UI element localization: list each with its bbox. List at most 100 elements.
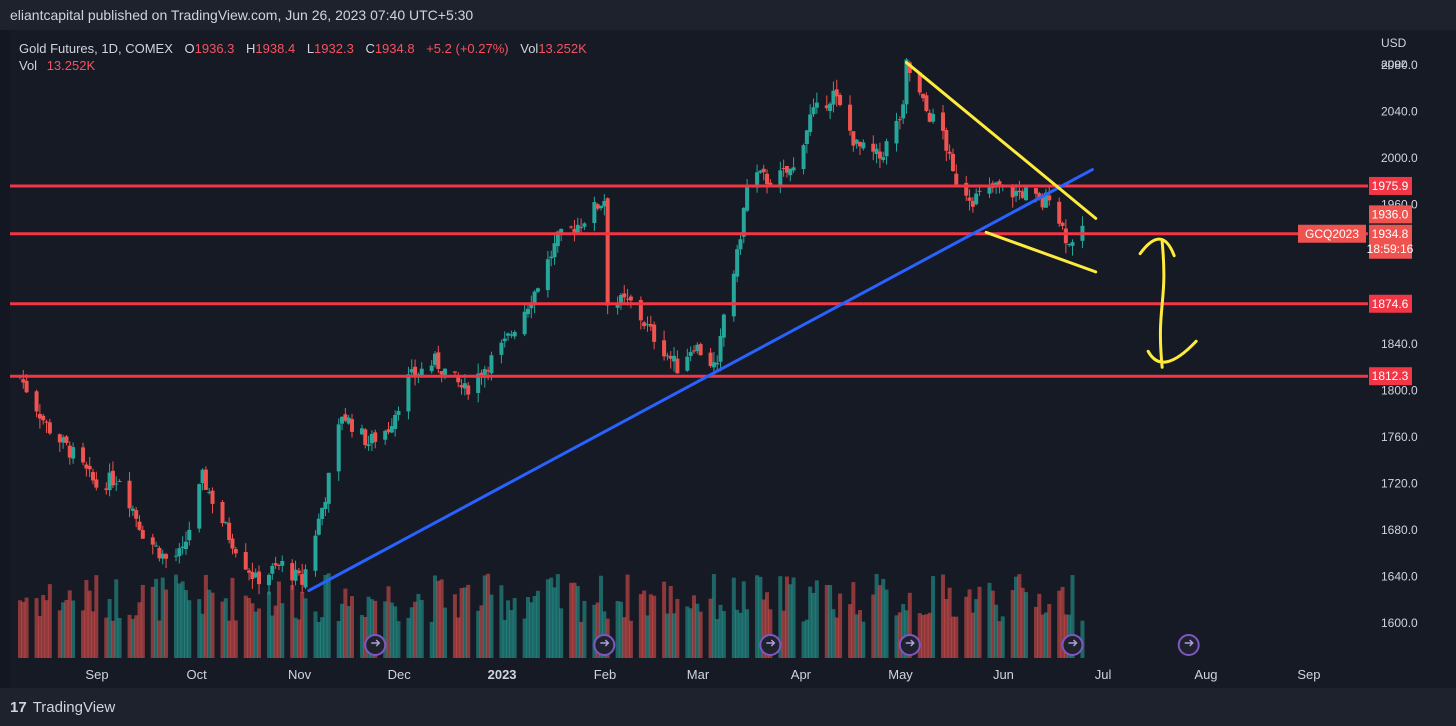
candle-body[interactable] bbox=[848, 104, 853, 131]
candle-body[interactable] bbox=[691, 350, 696, 352]
candle-body[interactable] bbox=[685, 356, 690, 371]
candle-body[interactable] bbox=[595, 204, 600, 209]
candle-body[interactable] bbox=[931, 113, 936, 122]
candle-body[interactable] bbox=[921, 93, 926, 99]
candle-body[interactable] bbox=[316, 518, 321, 535]
candle-body[interactable] bbox=[489, 355, 494, 374]
candle-body[interactable] bbox=[781, 168, 786, 170]
event-marker-icon[interactable] bbox=[1061, 634, 1084, 656]
candle-body[interactable] bbox=[672, 355, 677, 362]
candle-body[interactable] bbox=[157, 547, 162, 559]
candle-body[interactable] bbox=[877, 151, 882, 159]
candle-body[interactable] bbox=[459, 384, 464, 388]
candle-body[interactable] bbox=[967, 197, 972, 201]
candle-body[interactable] bbox=[532, 291, 537, 304]
candle-body[interactable] bbox=[555, 231, 560, 247]
candle-body[interactable] bbox=[599, 205, 604, 209]
candle-body[interactable] bbox=[884, 141, 889, 157]
candle-body[interactable] bbox=[210, 490, 215, 504]
candle-body[interactable] bbox=[1070, 242, 1075, 246]
candle-body[interactable] bbox=[114, 483, 119, 485]
candle-body[interactable] bbox=[94, 479, 99, 488]
candle-body[interactable] bbox=[1024, 187, 1029, 201]
candle-body[interactable] bbox=[71, 447, 76, 459]
candle-body[interactable] bbox=[735, 249, 740, 277]
candle-body[interactable] bbox=[482, 369, 487, 378]
candle-body[interactable] bbox=[127, 480, 132, 509]
candle-body[interactable] bbox=[831, 90, 836, 105]
candle-body[interactable] bbox=[987, 185, 992, 194]
candle-body[interactable] bbox=[413, 366, 418, 377]
candle-body[interactable] bbox=[652, 324, 657, 342]
candle-body[interactable] bbox=[296, 570, 301, 574]
candle-body[interactable] bbox=[901, 104, 906, 119]
candle-body[interactable] bbox=[34, 391, 39, 412]
candle-body[interactable] bbox=[970, 200, 975, 207]
candle-body[interactable] bbox=[801, 145, 806, 169]
candle-body[interactable] bbox=[273, 563, 278, 566]
candle-body[interactable] bbox=[1033, 188, 1038, 194]
candle-body[interactable] bbox=[326, 472, 331, 504]
currency-label[interactable]: USD bbox=[1381, 36, 1407, 50]
candle-body[interactable] bbox=[137, 521, 142, 530]
candle-body[interactable] bbox=[874, 148, 879, 154]
candle-body[interactable] bbox=[456, 374, 461, 383]
candle-body[interactable] bbox=[688, 352, 693, 356]
candle-body[interactable] bbox=[419, 368, 424, 376]
candle-body[interactable] bbox=[648, 324, 653, 327]
candle-body[interactable] bbox=[44, 421, 49, 423]
candle-body[interactable] bbox=[84, 464, 89, 469]
price-chart[interactable]: 1600.0 1640.0 1680.0 1720.0 1760.0 1800.0 1840… bbox=[0, 0, 1456, 688]
candle-body[interactable] bbox=[662, 340, 667, 357]
event-marker-icon[interactable] bbox=[593, 634, 616, 656]
candle-body[interactable] bbox=[881, 157, 886, 161]
candle-body[interactable] bbox=[638, 299, 643, 321]
candle-body[interactable] bbox=[140, 530, 145, 539]
candle-body[interactable] bbox=[243, 552, 248, 570]
candle-body[interactable] bbox=[366, 444, 371, 447]
candle-body[interactable] bbox=[150, 537, 155, 545]
candle-body[interactable] bbox=[174, 555, 179, 557]
candle-body[interactable] bbox=[851, 131, 856, 146]
candle-body[interactable] bbox=[183, 541, 188, 550]
candle-body[interactable] bbox=[130, 508, 135, 511]
candle-body[interactable] bbox=[964, 182, 969, 196]
candle-body[interactable] bbox=[695, 344, 700, 352]
candle-body[interactable] bbox=[602, 200, 607, 207]
candle-body[interactable] bbox=[1010, 186, 1015, 198]
candle-body[interactable] bbox=[1047, 195, 1052, 201]
candle-body[interactable] bbox=[1057, 201, 1062, 224]
candle-body[interactable] bbox=[941, 112, 946, 131]
candle-body[interactable] bbox=[904, 59, 909, 105]
candle-body[interactable] bbox=[134, 510, 139, 519]
candle-body[interactable] bbox=[927, 112, 932, 122]
candle-body[interactable] bbox=[266, 574, 271, 586]
candle-body[interactable] bbox=[227, 522, 232, 540]
candle-body[interactable] bbox=[814, 102, 819, 108]
candle-body[interactable] bbox=[711, 362, 716, 368]
candle-body[interactable] bbox=[223, 522, 228, 524]
candle-body[interactable] bbox=[509, 334, 514, 336]
trendline-blue[interactable] bbox=[307, 168, 1094, 593]
candle-body[interactable] bbox=[871, 143, 876, 152]
candle-body[interactable] bbox=[791, 167, 796, 171]
event-marker-icon[interactable] bbox=[759, 634, 782, 656]
candle-body[interactable] bbox=[270, 565, 275, 574]
candle-body[interactable] bbox=[91, 472, 96, 481]
candle-body[interactable] bbox=[486, 370, 491, 372]
candle-body[interactable] bbox=[1043, 192, 1048, 208]
candle-body[interactable] bbox=[117, 480, 122, 482]
candle-body[interactable] bbox=[665, 355, 670, 357]
candle-body[interactable] bbox=[57, 434, 62, 443]
candle-body[interactable] bbox=[61, 437, 66, 443]
double-arrow-annotation[interactable] bbox=[1138, 237, 1198, 369]
candle-body[interactable] bbox=[552, 243, 557, 258]
candle-body[interactable] bbox=[393, 414, 398, 429]
candle-body[interactable] bbox=[406, 374, 411, 412]
event-marker-icon[interactable] bbox=[898, 634, 921, 656]
candle-body[interactable] bbox=[808, 114, 813, 132]
candle-body[interactable] bbox=[944, 130, 949, 151]
candle-body[interactable] bbox=[247, 570, 252, 573]
candle-body[interactable] bbox=[300, 574, 305, 585]
candle-body[interactable] bbox=[618, 294, 623, 305]
